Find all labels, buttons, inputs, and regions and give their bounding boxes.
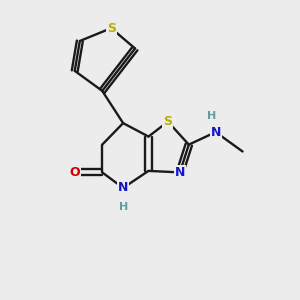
- Text: H: H: [119, 202, 128, 212]
- Text: H: H: [208, 111, 217, 121]
- Text: N: N: [211, 126, 221, 139]
- Text: S: S: [107, 22, 116, 35]
- Text: O: O: [69, 166, 80, 179]
- Text: S: S: [164, 115, 172, 128]
- Text: N: N: [118, 182, 128, 194]
- Text: N: N: [175, 166, 185, 179]
